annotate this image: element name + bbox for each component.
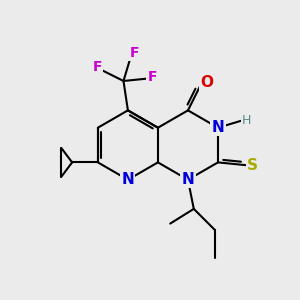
Text: F: F (147, 70, 157, 84)
Text: N: N (182, 172, 194, 187)
Text: S: S (247, 158, 258, 172)
Text: N: N (122, 172, 134, 187)
Text: O: O (200, 75, 213, 90)
Text: F: F (130, 46, 139, 60)
Text: F: F (92, 60, 102, 74)
Text: N: N (212, 120, 224, 135)
Text: H: H (242, 114, 251, 128)
